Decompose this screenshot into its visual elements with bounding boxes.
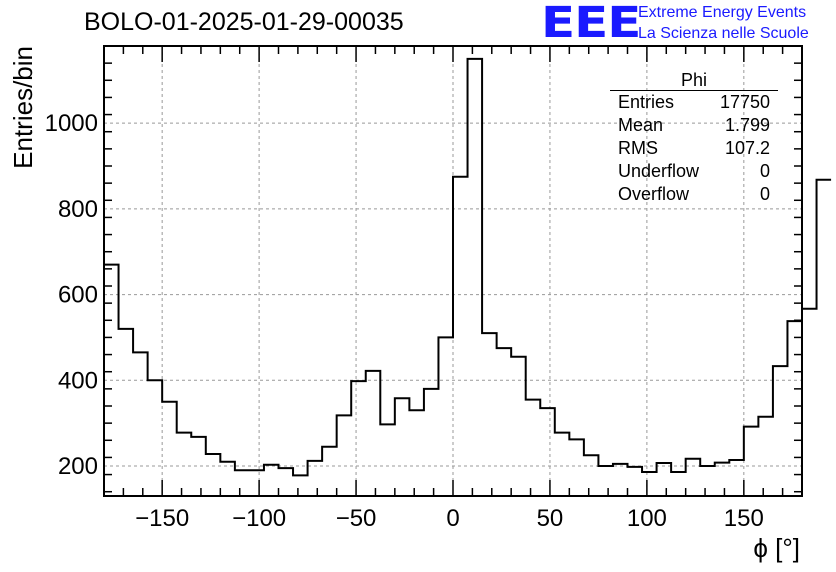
stats-row-entries: Entries 17750	[610, 91, 778, 114]
x-tick-label: −100	[232, 505, 286, 532]
stats-value: 0	[759, 161, 770, 181]
x-tick-labels: −150 −100 −50 0 50 100 150	[135, 505, 764, 532]
stats-row-overflow: Overflow 0	[610, 183, 778, 206]
stats-label: Entries	[618, 92, 675, 112]
stats-label: Mean	[618, 115, 664, 135]
y-tick-label: 1000	[45, 110, 98, 137]
eee-logo: EEE	[541, 0, 641, 48]
histogram-line	[104, 57, 832, 477]
logo-line-1: Extreme Energy Events	[638, 4, 807, 21]
y-tick-label: 200	[58, 453, 98, 480]
stats-row-rms: RMS 107.2	[610, 137, 778, 160]
stats-label: RMS	[618, 138, 658, 158]
axis-ticks	[104, 46, 802, 496]
stats-value: 1.799	[724, 115, 770, 135]
y-tick-labels: 200 400 600 800 1000	[45, 110, 98, 480]
logo-line-2: La Scienza nelle Scuole	[638, 25, 809, 42]
y-tick-label: 400	[58, 367, 98, 394]
stats-label: Underflow	[618, 161, 700, 181]
stats-title: Phi	[610, 70, 778, 91]
stats-row-underflow: Underflow 0	[610, 160, 778, 183]
y-tick-label: 800	[58, 196, 98, 223]
x-tick-label: −150	[135, 505, 189, 532]
x-tick-label: 100	[627, 505, 667, 532]
x-tick-label: 150	[724, 505, 764, 532]
x-axis-label: ϕ [°]	[753, 533, 800, 563]
stats-value: 107.2	[724, 138, 770, 158]
stats-label: Overflow	[618, 184, 690, 204]
y-axis-label: Entries/bin	[8, 46, 38, 169]
x-tick-label: −50	[336, 505, 377, 532]
x-tick-label: 50	[537, 505, 564, 532]
chart-title: BOLO-01-2025-01-29-00035	[84, 8, 404, 36]
stats-value: 17750	[719, 92, 770, 112]
x-tick-label: 0	[446, 505, 459, 532]
stats-row-mean: Mean 1.799	[610, 114, 778, 137]
stats-value: 0	[759, 184, 770, 204]
y-tick-label: 600	[58, 282, 98, 309]
stats-box: Phi Entries 17750 Mean 1.799 RMS 107.2 U…	[610, 70, 778, 206]
